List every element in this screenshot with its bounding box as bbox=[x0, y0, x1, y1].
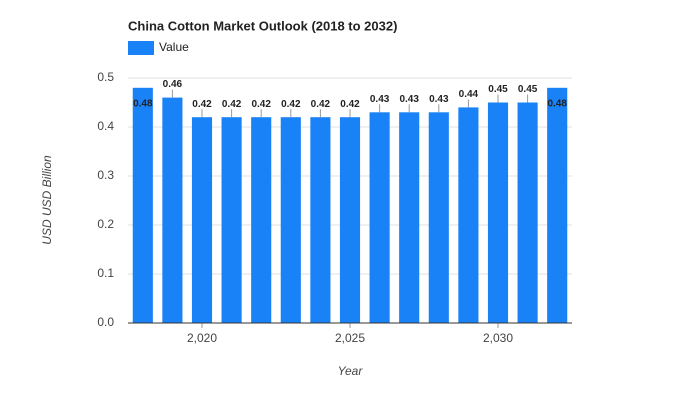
value-label: 0.48 bbox=[547, 98, 567, 109]
bar bbox=[339, 117, 361, 323]
value-label: 0.43 bbox=[429, 94, 449, 105]
value-label: 0.43 bbox=[399, 94, 419, 105]
y-tick-label: 0.0 bbox=[97, 315, 114, 329]
x-tick-label: 2,020 bbox=[187, 331, 217, 345]
bar bbox=[132, 87, 153, 323]
bar bbox=[399, 112, 420, 323]
bar bbox=[458, 107, 479, 324]
y-tick-label: 0.5 bbox=[97, 70, 114, 84]
legend-swatch bbox=[128, 41, 154, 55]
y-tick-label: 0.2 bbox=[97, 217, 114, 231]
value-label: 0.43 bbox=[370, 94, 390, 105]
y-tick-label: 0.3 bbox=[97, 168, 114, 182]
value-label: 0.42 bbox=[222, 99, 242, 110]
y-tick-label: 0.1 bbox=[97, 266, 114, 280]
bar bbox=[191, 117, 213, 323]
bar bbox=[310, 117, 331, 323]
value-label: 0.44 bbox=[459, 89, 479, 100]
bar bbox=[428, 112, 449, 323]
value-label: 0.42 bbox=[251, 99, 271, 110]
bar bbox=[251, 117, 272, 323]
y-axis-title: USD USD Billion bbox=[40, 155, 54, 245]
value-label: 0.45 bbox=[488, 84, 508, 95]
bar bbox=[487, 102, 509, 323]
value-label: 0.45 bbox=[518, 84, 538, 95]
x-tick-label: 2,025 bbox=[335, 331, 365, 345]
bar bbox=[517, 102, 538, 323]
value-label: 0.42 bbox=[340, 99, 360, 110]
bar bbox=[369, 112, 390, 323]
value-label: 0.48 bbox=[133, 98, 153, 109]
bar bbox=[280, 117, 301, 323]
y-tick-label: 0.4 bbox=[97, 119, 114, 133]
value-label: 0.42 bbox=[281, 99, 301, 110]
x-axis-title: Year bbox=[338, 364, 364, 378]
bar bbox=[162, 97, 183, 323]
value-label: 0.42 bbox=[192, 99, 212, 110]
bar bbox=[221, 117, 242, 323]
value-label: 0.46 bbox=[163, 79, 183, 90]
x-tick-label: 2,030 bbox=[483, 331, 513, 345]
legend-label: Value bbox=[159, 40, 189, 54]
bar bbox=[547, 87, 568, 323]
value-label: 0.42 bbox=[311, 99, 331, 110]
chart-title: China Cotton Market Outlook (2018 to 203… bbox=[128, 18, 397, 33]
